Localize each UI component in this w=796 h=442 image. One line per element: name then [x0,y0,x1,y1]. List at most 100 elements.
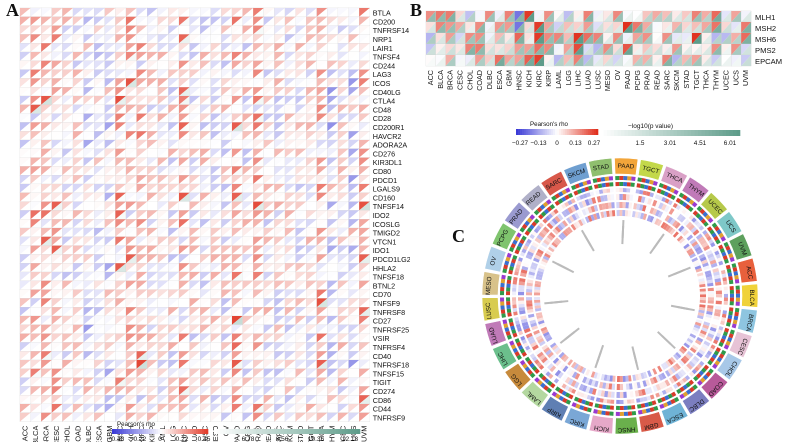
cell-pval-triangle [306,148,317,158]
cell-pval-triangle [221,25,232,35]
cell-pval-triangle [73,131,84,140]
cell-pval-triangle [306,16,317,26]
cell-pval-triangle [73,60,84,70]
legend-p-step [283,429,288,434]
cell-pval-triangle [168,96,179,105]
cell-rho-triangle [210,157,222,167]
cell-pval-triangle [104,140,116,149]
cell-rho-triangle [306,140,317,149]
cell-pval-triangle [263,8,275,17]
cell-rho-triangle [115,78,126,88]
cell-pval-triangle [316,122,328,132]
cell-rho-triangle [295,131,307,140]
cell-pval-triangle [242,52,254,61]
cell-pval-triangle [253,69,264,79]
cell-rho-triangle [168,52,179,61]
row-label-cd28: CD28 [373,114,391,123]
cell-pval-triangle [189,87,201,96]
cell-pval-triangle [189,96,201,105]
cell-pval-triangle [168,122,179,132]
legend-rho-step [118,429,121,434]
cell-rho-triangle [157,122,169,132]
cell-rho-triangle [73,69,84,79]
cell-rho-triangle [147,131,158,140]
cell-pval-triangle [126,25,137,35]
cell-pval-triangle [157,104,169,114]
cell-pval-triangle [51,8,63,17]
cell-rho-triangle [115,122,126,132]
cell-pval-triangle [179,52,190,61]
cell-rho-triangle [30,78,42,88]
cell-pval-triangle [62,87,73,96]
cell-pval-triangle [136,157,148,167]
cell-pval-triangle [285,157,296,167]
cell-pval-triangle [338,131,349,140]
cell-rho-triangle [253,60,264,70]
cell-pval-triangle [274,78,285,88]
cell-pval-triangle [104,131,116,140]
cell-pval-triangle [94,131,105,140]
cell-rho-triangle [20,60,31,70]
cell-pval-triangle [327,8,338,17]
legend-p-step [220,429,224,434]
cell-pval-triangle [83,16,95,26]
cell-rho-triangle [263,34,275,44]
cell-pval-triangle [200,43,211,52]
cell-rho-triangle [242,131,254,140]
cell-pval-triangle [189,104,201,114]
cell-rho-triangle [316,69,328,79]
cell-rho-triangle [274,122,285,132]
cell-rho-triangle [104,52,116,61]
cell-rho-triangle [179,25,190,35]
cell-pval-triangle [83,69,95,79]
cell-rho-triangle [253,34,264,44]
cell-pval-triangle [126,104,137,114]
cell-rho-triangle [295,60,307,70]
cell-pval-triangle [316,148,328,158]
cell-pval-triangle [104,96,116,105]
row-label-vtcn1: VTCN1 [373,237,397,246]
cell-pval-triangle [221,16,232,26]
cell-pval-triangle [168,69,179,79]
cell-rho-triangle [200,25,211,35]
cell-rho-triangle [104,148,116,158]
cell-rho-triangle [295,78,307,88]
cell-rho-triangle [263,96,275,105]
cell-pval-triangle [126,157,137,167]
cell-rho-triangle [62,78,73,88]
cell-rho-triangle [338,148,349,158]
cell-rho-triangle [200,131,211,140]
cell-rho-triangle [179,52,190,61]
cell-rho-triangle [306,34,317,44]
cell-pval-triangle [295,16,307,26]
cell-rho-triangle [179,78,190,88]
cell-pval-triangle [285,148,296,158]
legend-rho-step [202,429,205,434]
cell-rho-triangle [242,8,254,17]
legend-rho-step [188,429,191,434]
cell-pval-triangle [189,69,201,79]
cell-pval-triangle [306,52,317,61]
row-label-ido2: IDO2 [373,211,390,220]
cell-pval-triangle [327,96,338,105]
cell-rho-triangle [359,140,370,149]
cell-pval-triangle [285,25,296,35]
cell-rho-triangle [316,8,328,17]
cell-pval-triangle [295,69,307,79]
cell-pval-triangle [115,34,126,44]
cell-rho-triangle [104,140,116,149]
cell-pval-triangle [232,52,243,61]
cell-pval-triangle [242,34,254,44]
cell-pval-triangle [210,157,222,167]
cell-rho-triangle [73,96,84,105]
cell-rho-triangle [168,78,179,88]
cell-pval-triangle [41,140,52,149]
row-label-cd40lg: CD40LG [373,88,401,97]
cell-pval-triangle [338,122,349,132]
cell-pval-triangle [20,78,31,88]
cell-rho-triangle [157,148,169,158]
cell-pval-triangle [126,113,137,123]
cell-rho-triangle [200,34,211,44]
cell-pval-triangle [200,52,211,61]
